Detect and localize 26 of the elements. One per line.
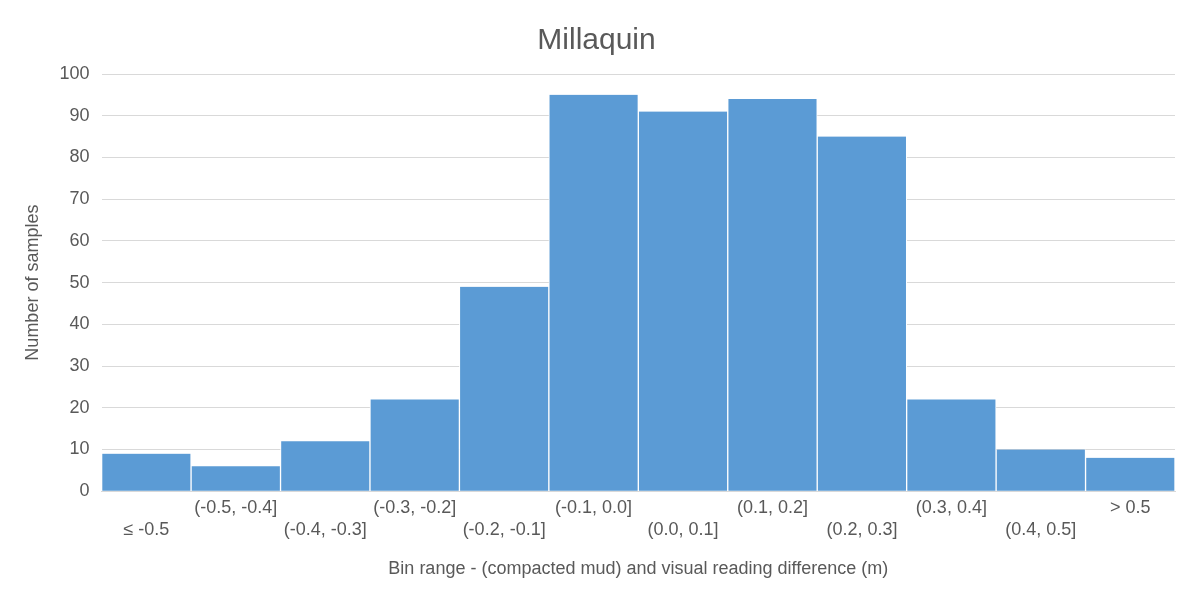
x-tick-label: (-0.4, -0.3] [283, 518, 367, 539]
y-tick-label: 10 [69, 438, 90, 459]
x-tick-label: (-0.5, -0.4] [194, 496, 278, 517]
y-tick-label: 50 [69, 271, 90, 292]
y-tick-label: 20 [69, 396, 90, 417]
x-tick-label: (0.0, 0.1] [647, 518, 719, 539]
x-tick-label: (0.1, 0.2] [736, 496, 809, 517]
x-tick-label: > 0.5 [1110, 496, 1151, 517]
y-tick-label: 100 [59, 62, 90, 83]
chart-title: Millaquin [537, 22, 656, 56]
y-axis-title: Number of samples [21, 204, 42, 361]
y-tick-label: 30 [69, 355, 90, 376]
x-tick-label: (-0.3, -0.2] [373, 496, 457, 517]
y-tick-label: 60 [69, 229, 90, 250]
x-tick-label: (-0.2, -0.1] [462, 518, 546, 539]
y-tick-label: 90 [69, 104, 90, 125]
y-tick-label: 70 [69, 188, 90, 209]
x-tick-label: ≤ -0.5 [123, 518, 170, 539]
x-tick-label: (0.4, 0.5] [1005, 518, 1077, 539]
y-tick-label: 80 [69, 146, 90, 167]
y-tick-label: 0 [79, 480, 90, 501]
x-axis-title: Bin range - (compacted mud) and visual reading difference (m) [388, 558, 889, 579]
x-tick-label: (0.3, 0.4] [915, 496, 987, 517]
x-tick-label: (0.2, 0.3] [826, 518, 898, 539]
x-tick-label: (-0.1, 0.0] [555, 496, 633, 517]
y-tick-label: 40 [69, 313, 90, 334]
